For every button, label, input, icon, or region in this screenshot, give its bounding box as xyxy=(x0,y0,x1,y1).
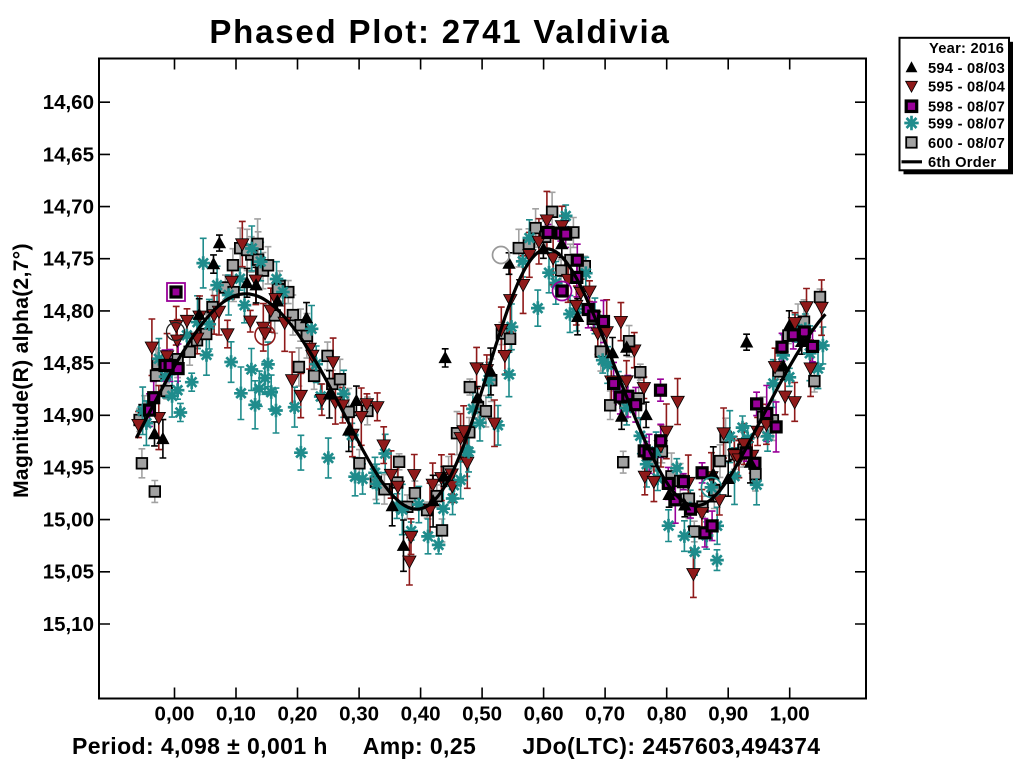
svg-text:14,95: 14,95 xyxy=(43,456,94,479)
svg-text:Amp: 0,25: Amp: 0,25 xyxy=(363,733,477,759)
svg-text:594 - 08/03: 594 - 08/03 xyxy=(928,61,1005,77)
svg-text:0,20: 0,20 xyxy=(278,703,318,726)
svg-text:0,50: 0,50 xyxy=(462,703,502,726)
svg-text:15,05: 15,05 xyxy=(43,561,94,584)
svg-text:0,10: 0,10 xyxy=(216,703,256,726)
svg-text:14,80: 14,80 xyxy=(43,300,94,323)
svg-text:600 - 08/07: 600 - 08/07 xyxy=(928,136,1005,152)
svg-text:14,90: 14,90 xyxy=(43,404,94,427)
svg-text:15,10: 15,10 xyxy=(43,613,94,636)
svg-text:0,90: 0,90 xyxy=(708,703,748,726)
svg-text:0,40: 0,40 xyxy=(401,703,441,726)
svg-text:598 - 08/07: 598 - 08/07 xyxy=(928,100,1005,116)
svg-text:14,70: 14,70 xyxy=(43,196,94,219)
svg-text:0,80: 0,80 xyxy=(647,703,687,726)
svg-text:14,65: 14,65 xyxy=(43,143,94,166)
svg-text:1,00: 1,00 xyxy=(770,703,810,726)
svg-text:15,00: 15,00 xyxy=(43,509,94,532)
svg-text:14,75: 14,75 xyxy=(43,248,94,271)
svg-text:Phased Plot: 2741 Valdivia: Phased Plot: 2741 Valdivia xyxy=(209,13,670,50)
svg-text:0,00: 0,00 xyxy=(155,703,195,726)
svg-text:0,70: 0,70 xyxy=(585,703,625,726)
svg-text:Magnitude(R) alpha(2,7°): Magnitude(R) alpha(2,7°) xyxy=(10,243,33,498)
svg-text:0,60: 0,60 xyxy=(524,703,564,726)
svg-text:6th Order: 6th Order xyxy=(928,155,996,171)
svg-text:14,85: 14,85 xyxy=(43,352,94,375)
svg-text:0,30: 0,30 xyxy=(339,703,379,726)
svg-text:14,60: 14,60 xyxy=(43,91,94,114)
svg-text:599 - 08/07: 599 - 08/07 xyxy=(928,116,1005,132)
svg-text:595 - 08/04: 595 - 08/04 xyxy=(928,79,1006,95)
svg-text:Period: 4,098 ± 0,001 h: Period: 4,098 ± 0,001 h xyxy=(72,733,328,759)
svg-text:Year: 2016: Year: 2016 xyxy=(929,41,1004,57)
svg-text:JDo(LTC): 2457603,494374: JDo(LTC): 2457603,494374 xyxy=(522,733,820,759)
